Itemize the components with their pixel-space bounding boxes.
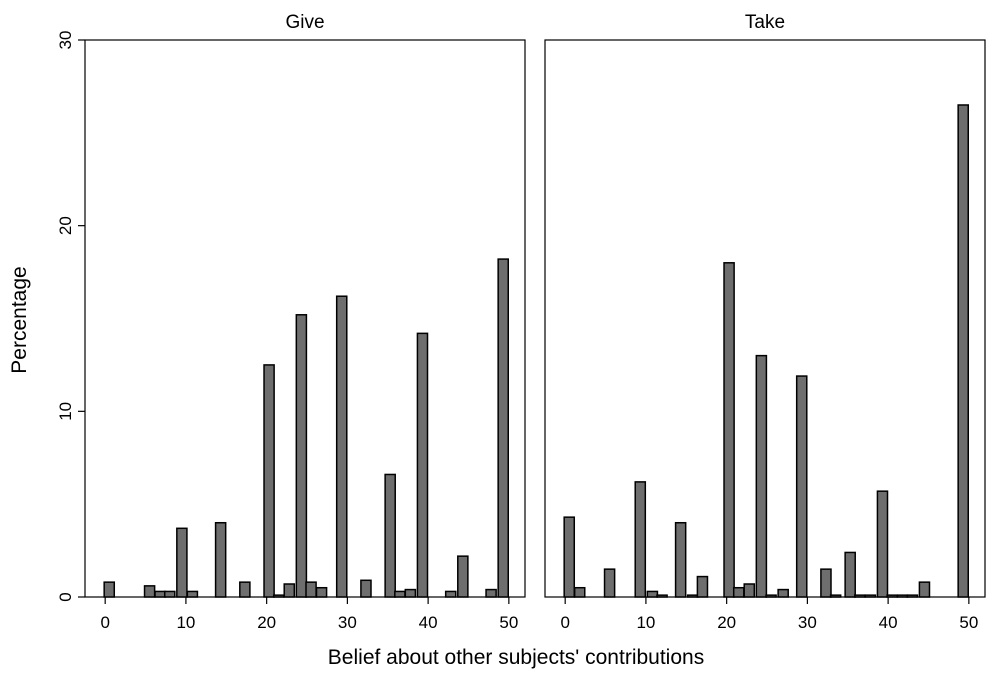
histogram-bar bbox=[360, 579, 372, 598]
histogram-bar bbox=[573, 586, 586, 598]
histogram-bar bbox=[214, 521, 227, 598]
y-axis-label: Percentage bbox=[8, 266, 31, 373]
panel-title: Take bbox=[745, 12, 785, 33]
histogram-bar bbox=[696, 575, 709, 598]
histogram-bar bbox=[384, 473, 396, 598]
histogram-bar bbox=[563, 516, 576, 598]
x-tick-label: 20 bbox=[717, 613, 736, 632]
histogram-bar bbox=[674, 521, 687, 598]
y-axis: 0 10 20 30 bbox=[56, 31, 85, 602]
y-tick-label: 0 bbox=[56, 592, 75, 601]
histogram-bar bbox=[896, 594, 909, 598]
histogram-bar bbox=[305, 581, 317, 598]
x-axis-label: Belief about other subjects' contributio… bbox=[328, 646, 704, 669]
histogram-bar bbox=[686, 594, 699, 598]
histogram-bar bbox=[163, 590, 176, 598]
x-tick-label: 30 bbox=[798, 613, 817, 632]
histogram-bar bbox=[646, 590, 659, 598]
histogram-bar bbox=[497, 258, 509, 598]
histogram-bar bbox=[143, 585, 156, 598]
panel-take: Take 0 10 20 30 40 50 bbox=[544, 12, 986, 632]
histogram-bar bbox=[743, 583, 756, 598]
x-tick-label: 40 bbox=[879, 613, 898, 632]
histogram-bar bbox=[176, 527, 188, 598]
histogram-bar bbox=[239, 581, 251, 598]
histogram-bar bbox=[404, 588, 417, 598]
histogram-bar bbox=[335, 295, 348, 598]
histogram-bar bbox=[103, 581, 116, 598]
y-tick-label: 20 bbox=[56, 216, 75, 235]
histogram-bar bbox=[795, 375, 808, 598]
y-tick-label: 10 bbox=[56, 402, 75, 421]
histogram-bar bbox=[656, 594, 668, 598]
histogram-bar bbox=[844, 551, 856, 598]
x-tick-label: 30 bbox=[338, 613, 357, 632]
panel-give: Give 0 10 20 30 40 50 bbox=[84, 12, 526, 632]
x-tick-label: 0 bbox=[100, 613, 109, 632]
histogram-bar bbox=[444, 590, 457, 598]
x-tick-label: 10 bbox=[176, 613, 195, 632]
panels-layer: Give 0 10 20 30 40 50 Take 0 10 20 30 40 50 bbox=[84, 12, 986, 632]
histogram-bar bbox=[416, 332, 429, 598]
histogram-bar bbox=[886, 594, 898, 598]
histogram-bar bbox=[634, 481, 647, 598]
histogram-bar bbox=[876, 490, 889, 598]
histogram-bar bbox=[918, 581, 931, 598]
histogram-bar bbox=[732, 586, 745, 598]
histogram-bar bbox=[154, 590, 166, 598]
histogram-bar bbox=[864, 594, 877, 598]
histogram-bar bbox=[755, 354, 768, 598]
histogram-bar bbox=[272, 594, 285, 598]
histogram-bar bbox=[394, 590, 406, 598]
histogram-bar bbox=[485, 588, 497, 598]
x-tick-label: 10 bbox=[636, 613, 655, 632]
histogram-bar bbox=[777, 588, 789, 598]
x-tick-label: 50 bbox=[959, 613, 978, 632]
x-tick-label: 20 bbox=[257, 613, 276, 632]
histogram-bar bbox=[457, 555, 469, 598]
x-tick-label: 0 bbox=[560, 613, 569, 632]
histogram-bar bbox=[829, 594, 842, 598]
histogram-bar bbox=[263, 364, 275, 598]
histogram-bar bbox=[315, 586, 328, 598]
histogram-bar bbox=[603, 568, 616, 598]
histogram-bar bbox=[186, 590, 199, 598]
histogram-bar bbox=[723, 262, 735, 598]
histogram-bar bbox=[957, 104, 969, 598]
histogram-bar bbox=[820, 568, 832, 598]
histogram-bar bbox=[854, 594, 866, 598]
histogram-bar bbox=[765, 594, 777, 598]
histogram-bar bbox=[283, 583, 296, 598]
histogram-bar bbox=[906, 594, 919, 598]
panel-title: Give bbox=[285, 12, 324, 33]
y-tick-label: 30 bbox=[56, 31, 75, 50]
histogram-bar bbox=[295, 314, 308, 598]
x-tick-label: 40 bbox=[419, 613, 438, 632]
x-tick-label: 50 bbox=[499, 613, 518, 632]
